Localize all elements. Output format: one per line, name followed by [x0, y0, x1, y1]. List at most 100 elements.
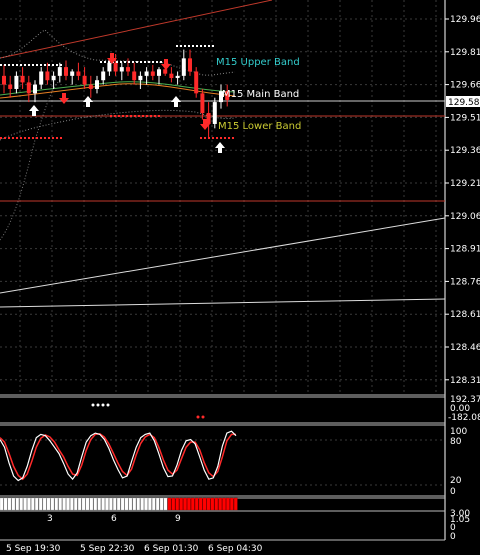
band-label-upper: M15 Upper Band	[216, 57, 300, 68]
histogram-bar	[81, 497, 86, 511]
support-dot	[52, 137, 54, 139]
price-tick-label: 129.360	[450, 146, 480, 156]
bottom-tick-2: 1.05	[450, 515, 470, 525]
candle-body	[138, 75, 143, 81]
resistance-dot	[140, 61, 142, 63]
up-arrow-icon	[83, 96, 93, 107]
histogram-bar	[97, 497, 101, 511]
resistance-dot	[148, 61, 150, 63]
candle-body	[64, 67, 68, 76]
histogram-bar	[163, 497, 168, 511]
down-arrow-icon	[200, 119, 210, 130]
candle-body	[95, 80, 99, 89]
histogram-bar	[34, 497, 39, 511]
support-dot	[204, 137, 206, 139]
histogram-bar	[222, 497, 226, 511]
candle-body	[76, 71, 81, 76]
histogram-bar	[230, 497, 234, 511]
trend-line-white-2	[0, 298, 446, 308]
candle-body	[82, 75, 87, 85]
histogram-bar	[210, 497, 215, 511]
dots-tick-mid: 0.00	[450, 404, 470, 414]
dots-tick-bottom: -182.085	[448, 413, 480, 423]
resistance-dot	[116, 61, 118, 63]
price-tick-label: 128.465	[450, 343, 480, 353]
candle-body	[225, 91, 230, 100]
histogram-bar	[218, 497, 222, 511]
price-tick-label: 128.910	[450, 245, 480, 255]
stoch-tick-0: 0	[450, 487, 456, 497]
stoch-tick-100: 100	[450, 427, 467, 437]
histogram-bar	[116, 497, 121, 511]
support-dot	[158, 115, 160, 117]
resistance-dot	[104, 61, 106, 63]
support-dot	[28, 137, 30, 139]
histogram-bar	[93, 497, 98, 511]
support-dot	[122, 115, 124, 117]
support-dot	[118, 115, 120, 117]
resistance-dot	[12, 64, 14, 66]
resistance-dot	[156, 61, 158, 63]
indicator-lines	[0, 0, 446, 308]
histogram-bar	[62, 497, 66, 511]
histogram-bar	[46, 497, 51, 511]
histogram-bar	[191, 497, 195, 511]
support-dot	[56, 137, 58, 139]
candle-body	[163, 69, 168, 74]
histogram-bar	[0, 497, 4, 511]
stochastic-lines	[0, 430, 237, 482]
support-dot	[4, 137, 6, 139]
histogram-bar	[19, 497, 23, 511]
resistance-dot	[108, 61, 110, 63]
candle-body	[169, 73, 174, 79]
candle-body	[194, 71, 199, 94]
resistance-dot	[128, 61, 130, 63]
resistance-dot	[204, 45, 206, 47]
candles	[2, 49, 230, 138]
grid-number-9: 9	[175, 514, 181, 524]
resistance-dot	[212, 45, 214, 47]
resistance-dot	[196, 45, 198, 47]
resistance-dot	[200, 45, 202, 47]
histogram-bar	[7, 497, 12, 511]
price-tick-label: 128.315	[450, 376, 480, 386]
resistance-dot	[52, 64, 54, 66]
resistance-dot	[208, 45, 210, 47]
candle-body	[132, 71, 137, 81]
dots-panel-dot	[196, 415, 200, 419]
histogram-bar	[128, 497, 133, 511]
support-dot	[20, 137, 22, 139]
candle-body	[157, 69, 161, 76]
histogram-bar	[58, 497, 62, 511]
histogram-bar	[214, 497, 219, 511]
histogram-bar	[27, 497, 31, 511]
histogram-bar	[73, 497, 78, 511]
resistance-dot	[56, 64, 58, 66]
time-label-1: 5 Sep 19:30	[6, 544, 61, 554]
histogram-bar	[105, 497, 109, 511]
support-dot	[212, 137, 214, 139]
candle-body	[33, 84, 37, 94]
histogram-bar	[159, 497, 164, 511]
resistance-dot	[44, 64, 46, 66]
upper-band-curve	[0, 29, 236, 76]
histogram-bar	[124, 497, 129, 511]
resistance-dot	[20, 64, 22, 66]
support-dot	[130, 115, 132, 117]
grid-number-3: 3	[47, 514, 53, 524]
dots-tick-top: 192.379	[450, 395, 480, 405]
stoch-main-line	[0, 430, 237, 482]
candle-body	[88, 84, 93, 89]
dots-panel-dot	[201, 415, 205, 419]
support-dot	[154, 115, 156, 117]
price-tick-label: 129.060	[450, 212, 480, 222]
resistance-dot	[120, 61, 122, 63]
resistance-dot	[48, 64, 50, 66]
support-dot	[150, 115, 152, 117]
candle-body	[107, 62, 112, 72]
candle-body	[39, 71, 44, 85]
down-arrow-icon	[107, 53, 117, 64]
support-dot	[228, 137, 230, 139]
histogram-bar	[167, 497, 172, 511]
